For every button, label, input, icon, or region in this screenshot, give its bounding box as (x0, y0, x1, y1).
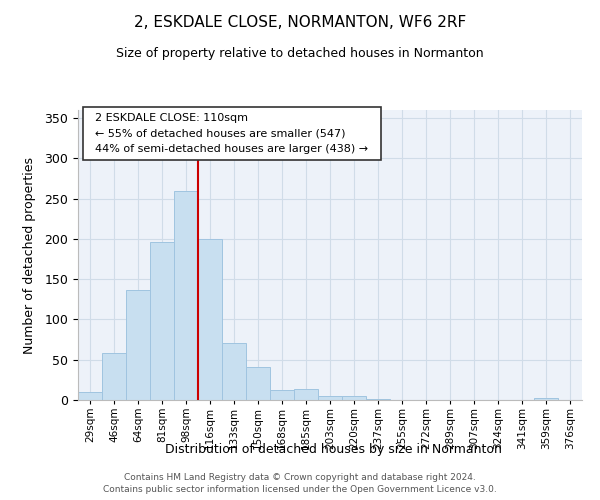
Bar (150, 242, 174, 400)
Text: Size of property relative to detached houses in Normanton: Size of property relative to detached ho… (116, 48, 484, 60)
Bar (534, 398, 558, 400)
Bar (102, 354, 126, 400)
Bar (318, 396, 342, 400)
Text: 2 ESKDALE CLOSE: 110sqm  
  ← 55% of detached houses are smaller (547)  
  44% o: 2 ESKDALE CLOSE: 110sqm ← 55% of detache… (88, 113, 375, 154)
Text: 2, ESKDALE CLOSE, NORMANTON, WF6 2RF: 2, ESKDALE CLOSE, NORMANTON, WF6 2RF (134, 15, 466, 30)
Bar (222, 343, 246, 400)
Y-axis label: Number of detached properties: Number of detached properties (23, 156, 36, 354)
Text: Distribution of detached houses by size in Normanton: Distribution of detached houses by size … (164, 442, 502, 456)
Bar (246, 367, 270, 400)
Bar (366, 399, 390, 400)
Bar (174, 190, 198, 400)
Bar (270, 390, 294, 400)
Bar (198, 239, 222, 400)
Text: Contains public sector information licensed under the Open Government Licence v3: Contains public sector information licen… (103, 485, 497, 494)
Bar (126, 290, 150, 400)
Text: Contains HM Land Registry data © Crown copyright and database right 2024.: Contains HM Land Registry data © Crown c… (124, 472, 476, 482)
Bar (342, 396, 366, 400)
Bar (294, 388, 318, 400)
Bar (78, 392, 102, 400)
